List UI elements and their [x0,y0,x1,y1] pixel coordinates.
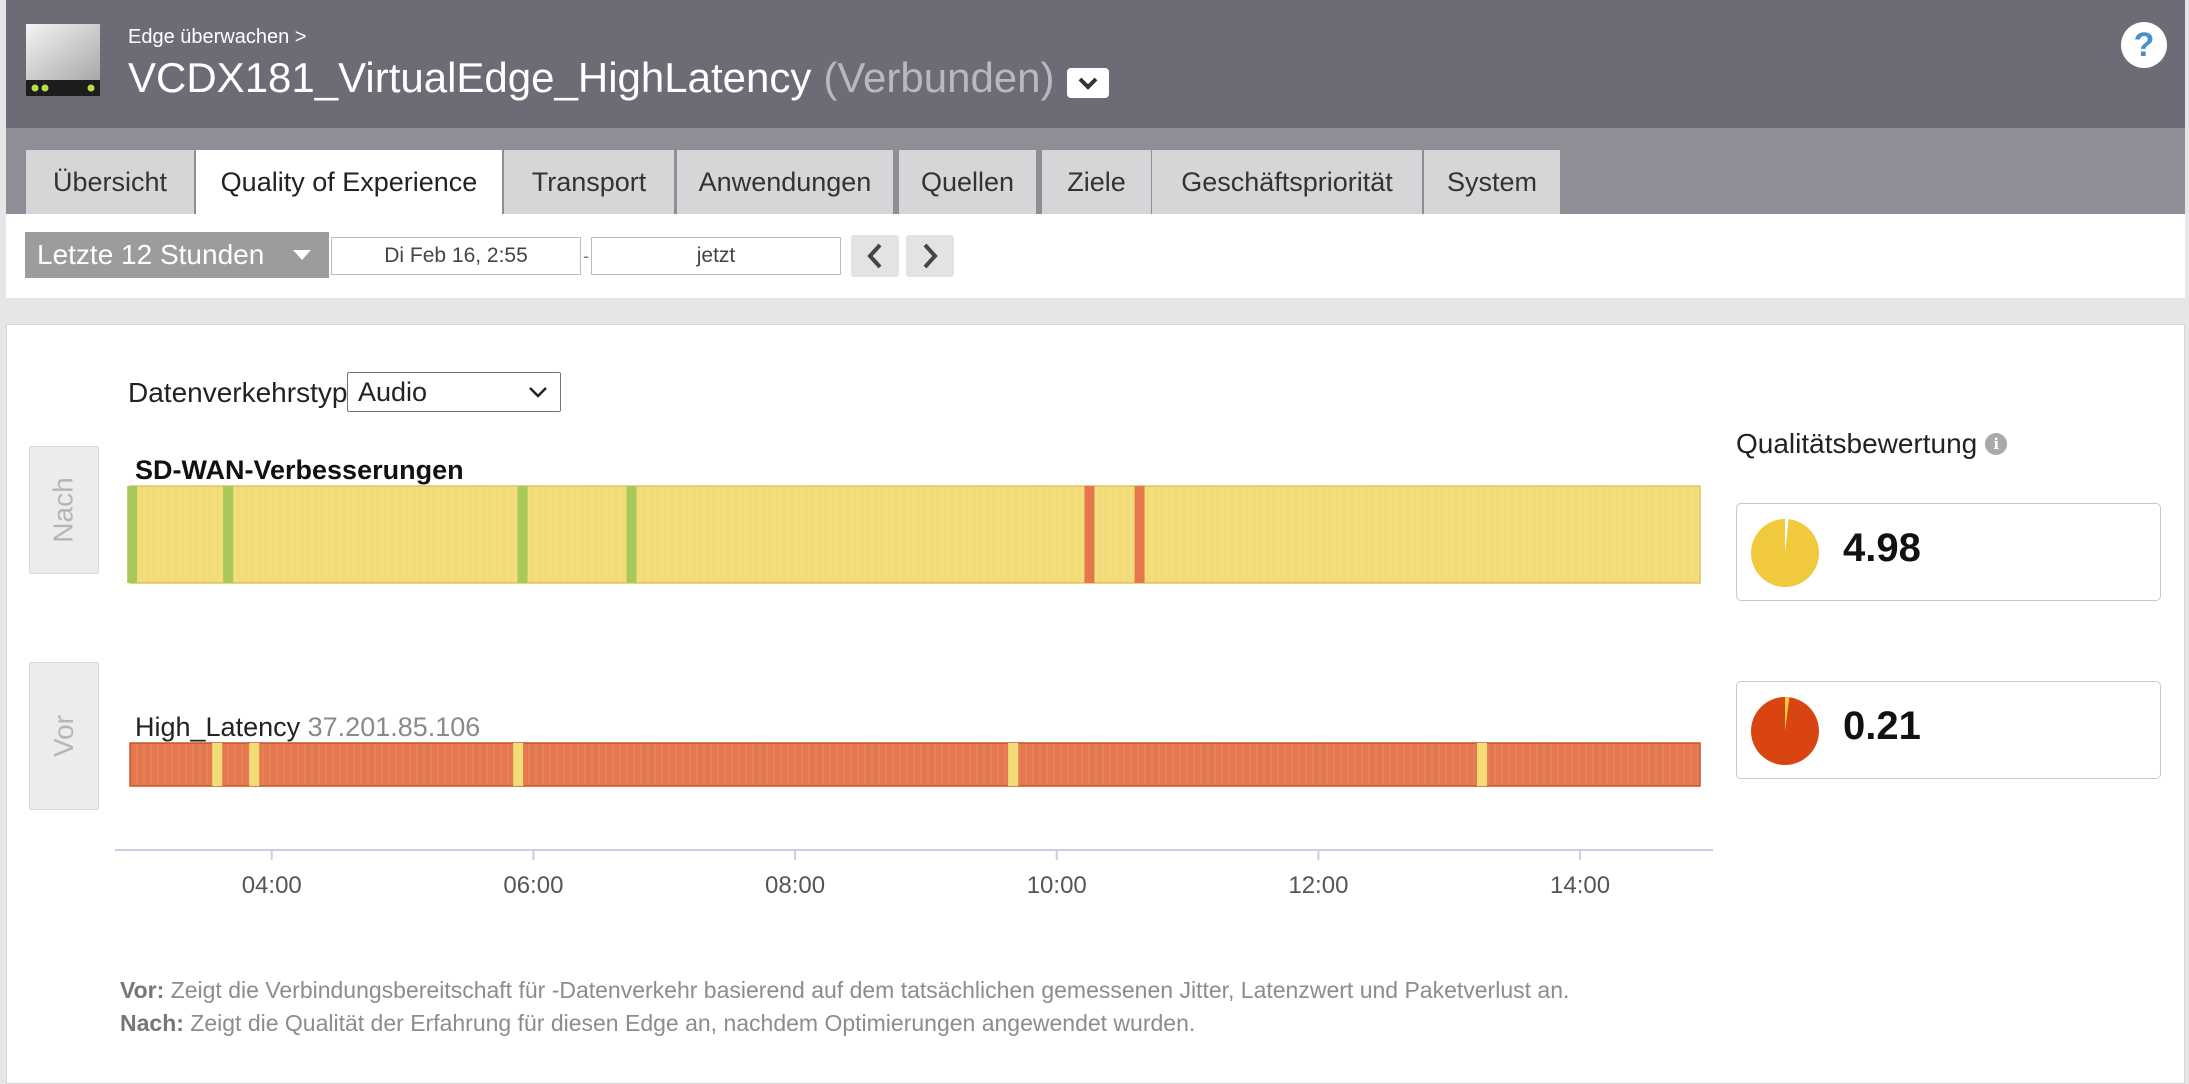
time-range-dropdown[interactable]: Letzte 12 Stunden [25,232,329,278]
after-event-5 [1134,486,1145,583]
x-tick-label: 06:00 [503,872,563,899]
end-date-input[interactable]: jetzt [591,237,841,275]
breadcrumb[interactable]: Edge überwachen > [128,26,307,48]
traffic-type-label: Datenverkehrstyp [128,377,348,408]
after-score-value: 4.98 [1843,526,1921,570]
time-range-bar: Letzte 12 Stunden Di Feb 16, 2:55 - jetz… [6,214,2185,298]
tab-anwendungen[interactable]: Anwendungen [677,150,893,214]
tab-geschaeftsprioritaet[interactable]: Geschäftspriorität [1152,150,1422,214]
legend-nach-text: Zeigt die Qualität der Erfahrung für die… [183,1010,1196,1036]
edge-status: (Verbunden) [823,54,1055,101]
before-band [129,742,1701,787]
prev-range-button[interactable] [851,235,899,277]
legend-vor-text: Zeigt die Verbindungsbereitschaft für -D… [164,977,1570,1003]
edge-device-icon [26,24,100,96]
page-header: Edge überwachen > VCDX181_VirtualEdge_Hi… [6,0,2185,128]
after-event-3 [626,486,637,583]
tab-quellen[interactable]: Quellen [899,150,1036,214]
tab-uebersicht[interactable]: Übersicht [26,150,194,214]
next-range-button[interactable] [906,235,954,277]
x-tick-label: 10:00 [1027,872,1087,899]
legend-nach-label: Nach: [120,1010,184,1036]
x-tick-label: 12:00 [1288,872,1348,899]
legend-nach: Nach: Zeigt die Qualität der Erfahrung f… [120,1007,1569,1040]
date-separator: - [583,246,589,266]
before-score-value: 0.21 [1843,704,1921,748]
after-event-2 [517,486,528,583]
after-event-4 [1084,486,1095,583]
before-link-name: High_Latency [135,712,301,742]
chart-legend: Vor: Zeigt die Verbindungsbereitschaft f… [120,974,1569,1040]
tab-bar: Übersicht Quality of Experience Transpor… [6,128,2185,214]
after-event-1 [223,486,234,583]
edge-name: VCDX181_VirtualEdge_HighLatency [128,54,812,101]
before-link-ip: 37.201.85.106 [307,712,481,742]
quality-score-title: Qualitätsbewertung i [1736,428,2008,460]
x-tick-label: 04:00 [242,872,302,899]
caret-down-icon [293,250,311,260]
before-event-2 [513,743,524,786]
time-range-label: Letzte 12 Stunden [37,239,265,270]
before-series-title: High_Latency 37.201.85.106 [135,712,480,743]
start-date-input[interactable]: Di Feb 16, 2:55 [331,237,581,275]
edge-selector-dropdown[interactable] [1066,68,1109,98]
tab-system[interactable]: System [1424,150,1560,214]
before-event-3 [1008,743,1019,786]
legend-vor: Vor: Zeigt die Verbindungsbereitschaft f… [120,974,1569,1007]
after-event-0 [127,486,138,583]
chevron-down-icon [529,387,547,398]
x-tick-label: 14:00 [1550,872,1610,899]
before-score-card: 0.21 [1736,681,2161,779]
before-score-pie [1751,697,1819,765]
help-icon[interactable]: ? [2121,22,2167,68]
quality-score-title-text: Qualitätsbewertung [1736,428,1978,459]
tab-ziele[interactable]: Ziele [1042,150,1151,214]
before-event-0 [212,743,223,786]
chevron-down-icon [1078,77,1097,90]
x-tick-label: 08:00 [765,872,825,899]
after-score-card: 4.98 [1736,503,2161,601]
after-score-pie [1751,519,1819,587]
before-side-label: Vor [29,662,99,810]
after-series-title: SD-WAN-Verbesserungen [135,455,464,485]
traffic-type-value: Audio [358,376,428,407]
after-band [129,485,1701,584]
tab-quality-of-experience[interactable]: Quality of Experience [196,150,502,214]
legend-vor-label: Vor: [120,977,165,1003]
before-event-1 [249,743,260,786]
before-event-4 [1476,743,1487,786]
after-side-label: Nach [29,446,99,574]
chevron-left-icon [867,243,882,269]
info-icon[interactable]: i [1985,433,2008,455]
tab-transport[interactable]: Transport [504,150,674,214]
chevron-right-icon [923,243,938,269]
traffic-type-select[interactable]: Audio [347,372,561,412]
page-title: VCDX181_VirtualEdge_HighLatency (Verbund… [128,54,1109,102]
